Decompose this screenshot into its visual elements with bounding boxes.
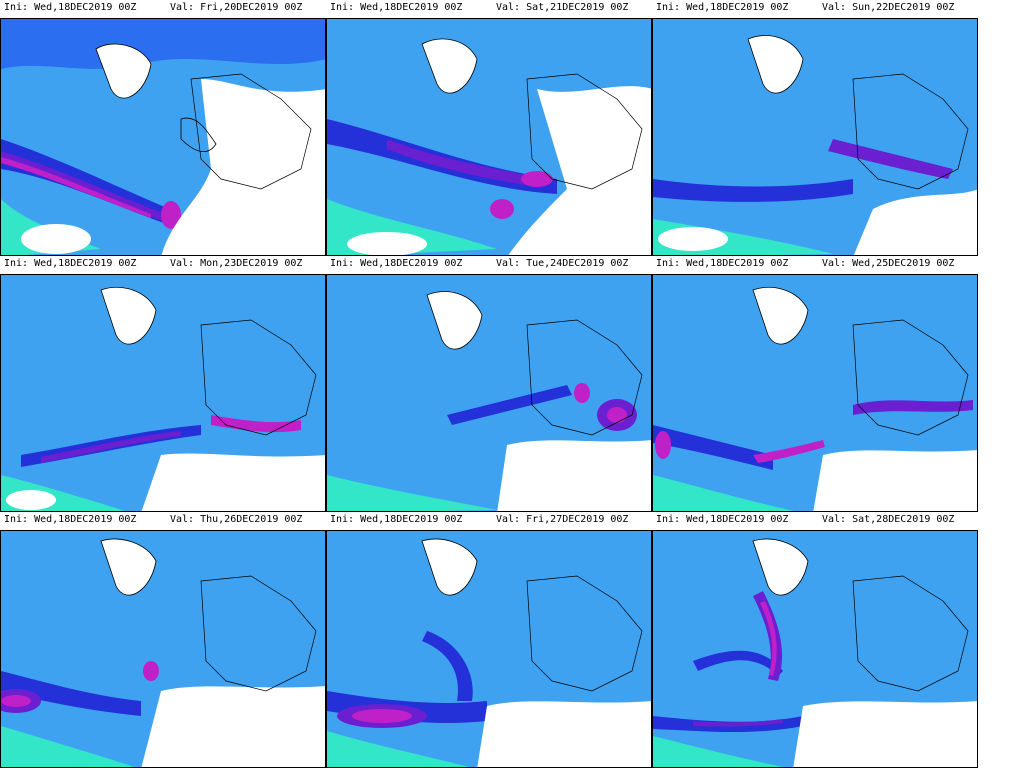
- panel-9-init-time: Ini: Wed,18DEC2019 00Z: [656, 514, 789, 525]
- panel-2-map: [326, 18, 652, 256]
- panel-2-valid-time: Val: Sat,21DEC2019 00Z: [496, 2, 629, 13]
- panel-5-init-time: Ini: Wed,18DEC2019 00Z: [330, 258, 463, 269]
- panel-4-valid-time: Val: Mon,23DEC2019 00Z: [170, 258, 303, 269]
- panel-5-header: Ini: Wed,18DEC2019 00Z Val: Tue,24DEC201…: [326, 256, 652, 272]
- panel-7-header: Ini: Wed,18DEC2019 00Z Val: Thu,26DEC201…: [0, 512, 326, 528]
- panel-9-map: [652, 530, 978, 768]
- panel-5-map: [326, 274, 652, 512]
- panel-8-map: [326, 530, 652, 768]
- panel-9-valid-time: Val: Sat,28DEC2019 00Z: [822, 514, 955, 525]
- panel-8-header: Ini: Wed,18DEC2019 00Z Val: Fri,27DEC201…: [326, 512, 652, 528]
- panel-7-map: [0, 530, 326, 768]
- panel-4-header: Ini: Wed,18DEC2019 00Z Val: Mon,23DEC201…: [0, 256, 326, 272]
- panel-6-valid-time: Val: Wed,25DEC2019 00Z: [822, 258, 955, 269]
- panel-2-header: Ini: Wed,18DEC2019 00Z Val: Sat,21DEC201…: [326, 0, 652, 16]
- panel-4-init-time: Ini: Wed,18DEC2019 00Z: [4, 258, 137, 269]
- panel-6-map: [652, 274, 978, 512]
- panel-2-init-time: Ini: Wed,18DEC2019 00Z: [330, 2, 463, 13]
- panel-8-valid-time: Val: Fri,27DEC2019 00Z: [496, 514, 629, 525]
- panel-3-valid-time: Val: Sun,22DEC2019 00Z: [822, 2, 955, 13]
- panel-1-map: [0, 18, 326, 256]
- panel-7-init-time: Ini: Wed,18DEC2019 00Z: [4, 514, 137, 525]
- panel-1-header: Ini: Wed,18DEC2019 00Z Val: Fri,20DEC201…: [0, 0, 326, 16]
- panel-4-map: [0, 274, 326, 512]
- panel-6-init-time: Ini: Wed,18DEC2019 00Z: [656, 258, 789, 269]
- panel-9-header: Ini: Wed,18DEC2019 00Z Val: Sat,28DEC201…: [652, 512, 978, 528]
- panel-3-map: [652, 18, 978, 256]
- panel-6-header: Ini: Wed,18DEC2019 00Z Val: Wed,25DEC201…: [652, 256, 978, 272]
- panel-8-init-time: Ini: Wed,18DEC2019 00Z: [330, 514, 463, 525]
- panel-5-valid-time: Val: Tue,24DEC2019 00Z: [496, 258, 629, 269]
- panel-1-init-time: Ini: Wed,18DEC2019 00Z: [4, 2, 137, 13]
- panel-3-init-time: Ini: Wed,18DEC2019 00Z: [656, 2, 789, 13]
- panel-7-valid-time: Val: Thu,26DEC2019 00Z: [170, 514, 303, 525]
- panel-3-header: Ini: Wed,18DEC2019 00Z Val: Sun,22DEC201…: [652, 0, 978, 16]
- panel-1-valid-time: Val: Fri,20DEC2019 00Z: [170, 2, 303, 13]
